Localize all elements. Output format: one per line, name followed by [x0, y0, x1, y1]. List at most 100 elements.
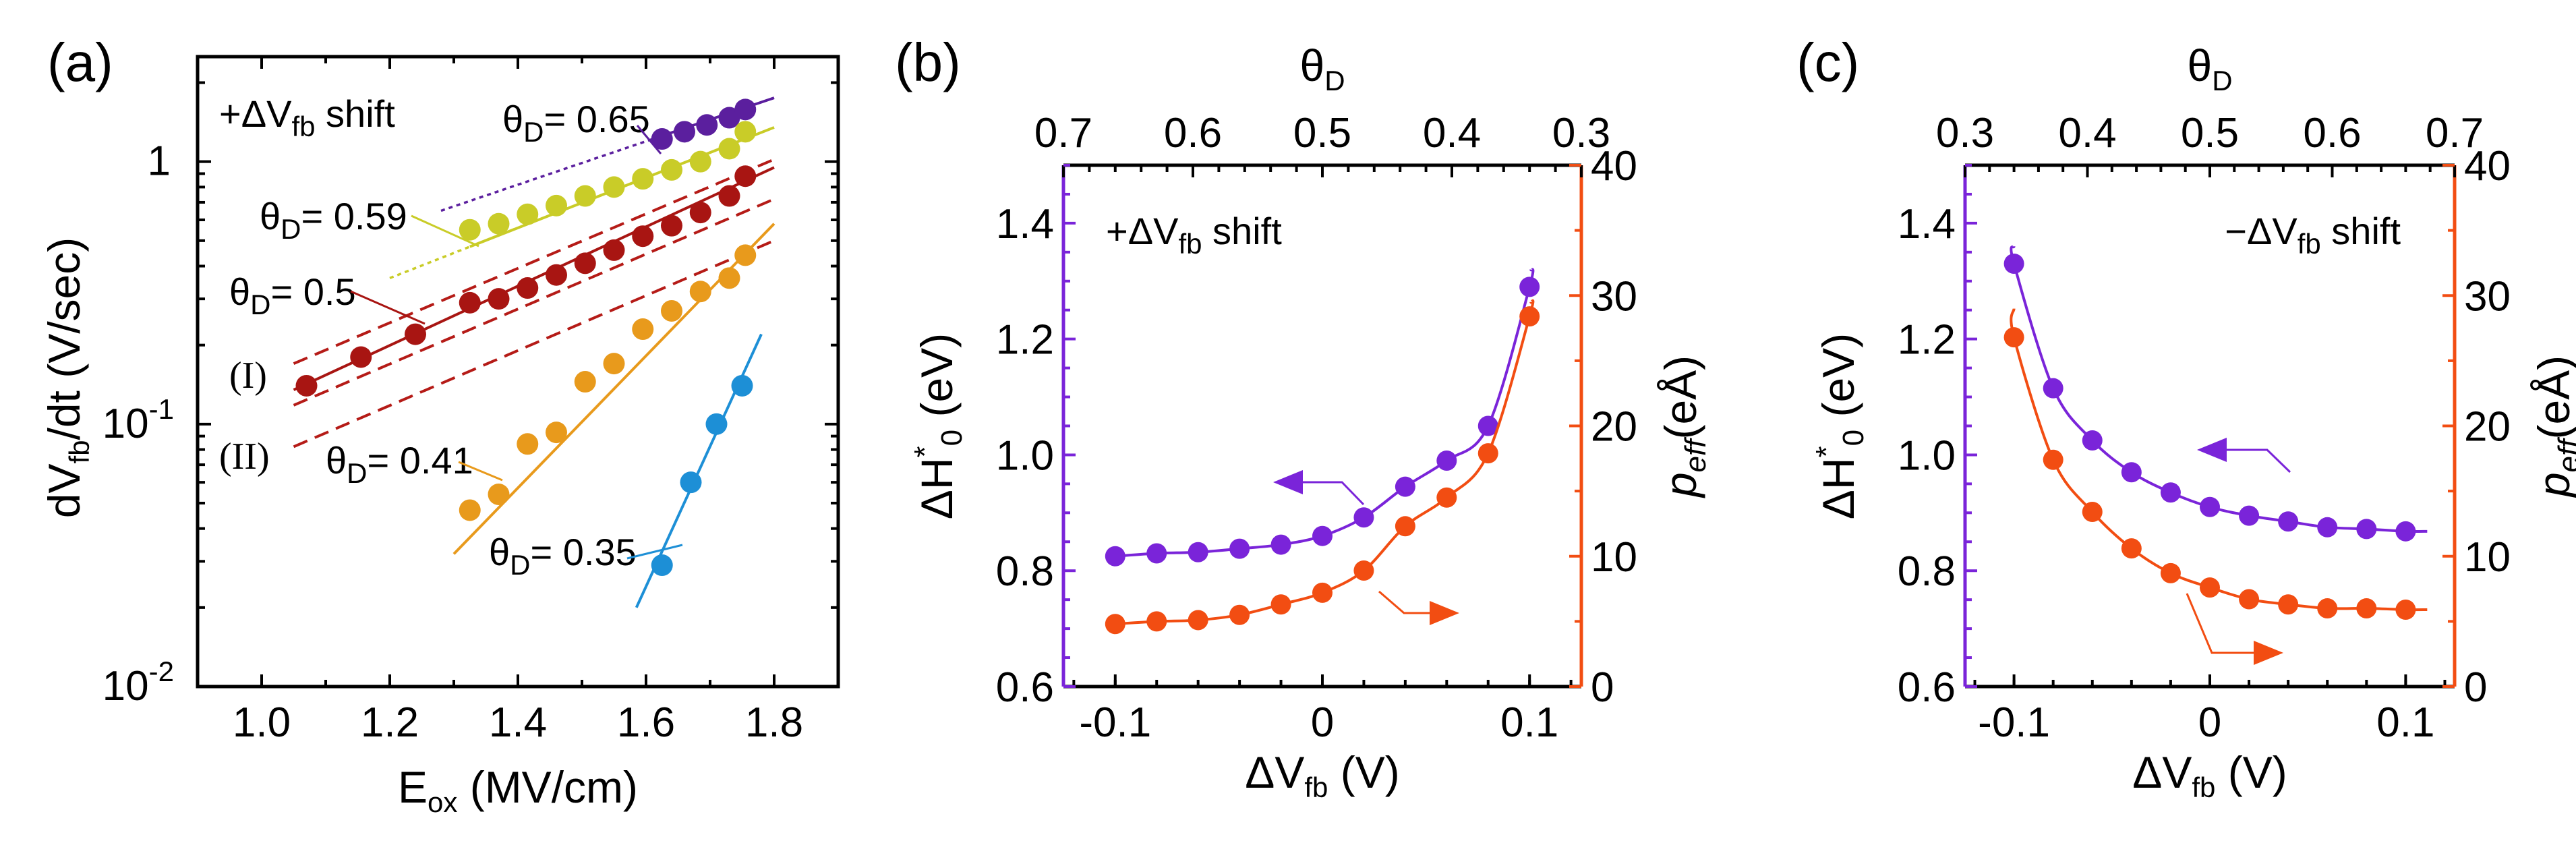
data-point — [734, 121, 757, 143]
top-tick-label: 0.4 — [2058, 110, 2116, 156]
top-tick-label: 0.5 — [1293, 110, 1351, 156]
data-point — [651, 554, 673, 577]
x-tick-label: 1.0 — [233, 699, 291, 746]
left-tick-label: 1.0 — [1898, 432, 1956, 479]
x-tick-label: -0.1 — [1978, 699, 2050, 746]
data-point — [2043, 378, 2063, 399]
arrow-line — [2227, 448, 2291, 473]
fit-curve — [2010, 308, 2428, 612]
x-tick-label: 0 — [2198, 699, 2221, 746]
data-point — [1436, 451, 1457, 471]
data-point — [295, 374, 318, 397]
data-point — [1146, 543, 1167, 564]
data-point — [2239, 505, 2260, 526]
data-point — [2121, 538, 2142, 559]
data-point — [2082, 502, 2103, 523]
data-point — [2121, 462, 2142, 483]
data-point — [488, 288, 510, 310]
data-point — [405, 323, 426, 345]
x-axis-label-a: Eox​ (MV/cm) — [398, 762, 638, 818]
data-point — [1229, 538, 1250, 559]
data-point — [696, 114, 718, 136]
data-point — [1477, 443, 1498, 464]
left-tick-label: 1.2 — [1898, 317, 1956, 364]
right-tick-label: 20 — [2464, 404, 2511, 451]
arrow-head — [1273, 470, 1303, 494]
data-point — [734, 244, 757, 266]
data-point — [2003, 254, 2024, 274]
arrow-head — [2254, 641, 2283, 665]
shift-annotation: −ΔVfb​ shift — [2225, 210, 2401, 260]
dashed-reference-line — [293, 158, 775, 365]
data-point — [734, 165, 757, 187]
data-point — [674, 121, 695, 143]
x-tick-label: 1.6 — [617, 699, 675, 746]
data-point — [350, 346, 372, 368]
data-point — [2278, 511, 2299, 532]
data-point — [661, 214, 682, 237]
shift-annotation-a: +ΔVfb​ shift — [219, 92, 395, 142]
x-tick-label: 1.4 — [489, 699, 547, 746]
x-tick-label: 1.2 — [361, 699, 419, 746]
data-point — [1270, 534, 1291, 555]
panel-a-label: (a) — [47, 32, 113, 92]
right-tick-label: 0 — [1591, 664, 1614, 711]
arrow-line — [1303, 481, 1365, 506]
data-point — [1312, 525, 1333, 546]
panel-label: (c) — [1796, 32, 1859, 92]
fit-curve — [1110, 268, 1535, 558]
data-point — [632, 225, 654, 248]
data-point — [2200, 496, 2220, 517]
data-point — [546, 264, 567, 286]
top-axis-label: θD​ — [1299, 40, 1345, 96]
data-point — [734, 98, 757, 121]
top-tick-label: 0.7 — [2426, 110, 2484, 156]
left-tick-label: 1.2 — [996, 317, 1054, 364]
left-tick-label: 1.4 — [996, 201, 1054, 248]
data-point — [705, 413, 728, 435]
data-point — [1146, 611, 1167, 632]
panel-a: (a) 1.0 1.2 1.4 1.6 1.8 10-2 10-1 1 Eox​ (MV/cm) d… — [39, 32, 840, 818]
data-point — [2200, 577, 2220, 598]
data-point — [689, 202, 711, 224]
data-point — [718, 107, 740, 129]
data-point — [1188, 610, 1208, 631]
data-point — [1353, 560, 1374, 581]
theta-label: θD​= 0.35 — [489, 531, 637, 581]
top-tick-label: 0.6 — [2303, 110, 2361, 156]
data-point — [661, 299, 682, 322]
data-point — [2082, 430, 2103, 451]
y-tick-label: 1 — [148, 138, 171, 185]
data-point — [1519, 277, 1540, 297]
y-tick-label: 10-2 — [103, 656, 174, 709]
x-axis-label: ΔVfb​ (V) — [2132, 747, 2287, 803]
data-point — [1105, 614, 1125, 635]
label-leader-line — [458, 461, 503, 482]
right-tick-label: 0 — [2464, 664, 2487, 711]
right-axis-label: peff(eÅ) — [1656, 355, 1712, 498]
data-point — [680, 471, 702, 494]
x-tick-label: -0.1 — [1079, 699, 1151, 746]
right-tick-label: 30 — [2464, 273, 2511, 320]
data-point — [517, 203, 539, 225]
right-tick-label: 20 — [1591, 404, 1637, 451]
data-point — [2395, 521, 2416, 542]
data-point — [459, 499, 481, 521]
data-point — [488, 212, 510, 235]
panel-c: (c) -0.1 0 0.1 0.3 0.4 0.5 0.6 0.7 0.6 0.8 1.0 1.2 1.… — [1796, 32, 2576, 803]
label-leader-line — [411, 214, 479, 248]
arrow-head — [1430, 601, 1459, 625]
x-tick-label: 0.1 — [1500, 699, 1558, 746]
left-tick-label: 1.0 — [996, 432, 1054, 479]
x-tick-label: 0 — [1311, 699, 1334, 746]
data-point — [2043, 449, 2063, 470]
left-tick-label: 0.6 — [996, 664, 1054, 711]
top-axis-label: θD​ — [2187, 40, 2232, 96]
data-point — [459, 219, 481, 241]
data-point — [1312, 582, 1333, 603]
data-point — [1229, 604, 1250, 625]
reference-label-II: (II) — [219, 436, 270, 477]
data-point — [1477, 415, 1498, 436]
data-point — [1188, 542, 1208, 562]
data-point — [718, 185, 740, 207]
